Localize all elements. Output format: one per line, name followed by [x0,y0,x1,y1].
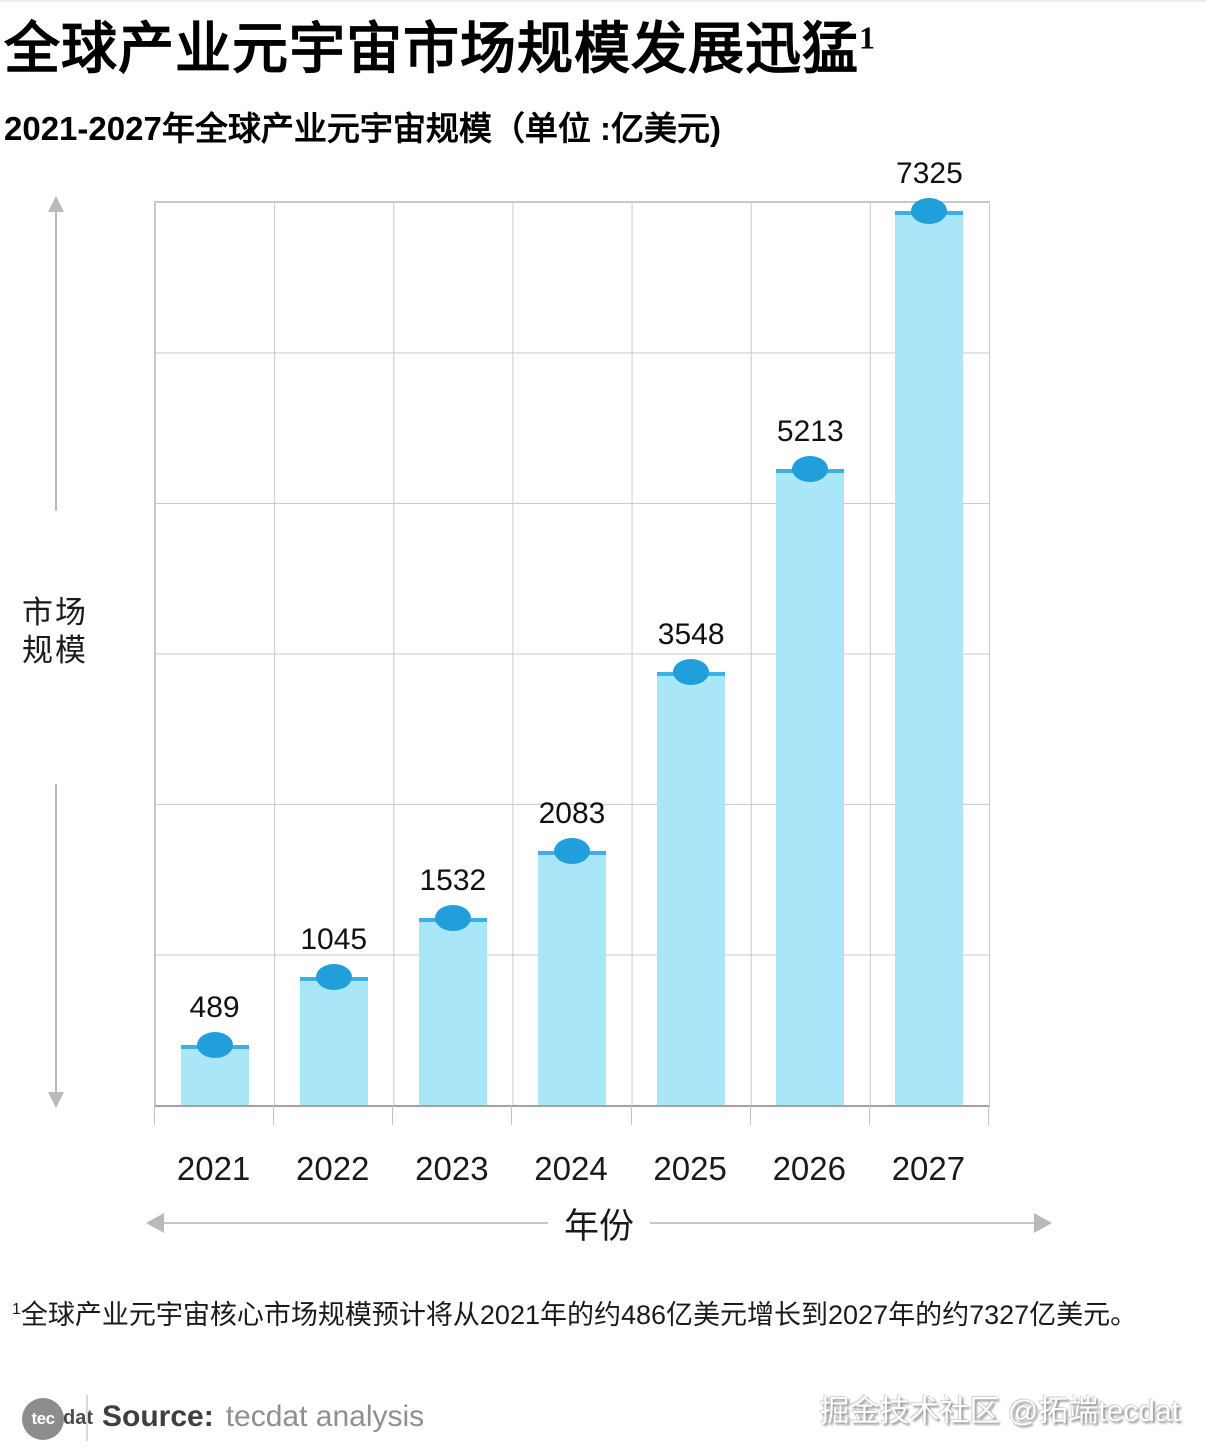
bar-marker-icon [554,838,590,864]
x-axis-arrow-line [650,1222,1035,1224]
y-axis-arrow-down-icon [48,1092,64,1108]
x-axis-label: 年份 [564,1206,635,1246]
bar-2024 [538,851,606,1105]
source-value: tecdat analysis [225,1400,425,1433]
x-axis-tick [392,1105,394,1125]
source-label: Source: [102,1400,214,1433]
x-tick-label-2023: 2023 [415,1150,489,1187]
x-axis-tick [511,1105,513,1125]
bar-2025 [657,672,726,1105]
bar-value-label: 5213 [776,415,844,448]
bar-marker-icon [196,1032,233,1058]
bar-value-label: 1532 [419,864,487,897]
bar-value-label: 2083 [538,797,606,830]
x-tick-label-2025: 2025 [653,1150,727,1187]
bar-value-label: 489 [189,991,240,1024]
bar-chart: 市场规模 489 1045 1532 2083 3548 5213 7325 2021 202… [0,2,1206,1282]
footnote: 1全球产业元宇宙核心市场规模预计将从2021年的约486亿美元增长到2027年的… [12,1293,1137,1332]
x-axis-tick [273,1105,275,1125]
bar-marker-icon [315,964,352,990]
tecdat-logo-circle: tec [22,1398,64,1440]
chart-subtitle: 2021-2027年全球产业元宇宙规模（单位 :亿美元) [4,110,721,147]
x-tick-label-2026: 2026 [772,1150,846,1187]
bar-2027 [895,211,964,1105]
tecdat-logo-dat: dat [63,1407,93,1429]
bar-value-label: 1045 [300,923,368,956]
bar-2026 [776,469,845,1105]
y-axis-line-upper [55,211,57,511]
x-axis-tick [630,1105,632,1125]
bar-marker-icon [673,659,710,685]
x-axis-arrow-left-icon [146,1213,164,1233]
x-tick-label-2022: 2022 [296,1150,370,1187]
bar-marker-icon [911,198,948,224]
page-title-text: 全球产业元宇宙市场规模发展迅猛 [4,19,859,81]
bar-marker-icon [434,905,471,931]
plot-area: 489 1045 1532 2083 3548 5213 7325 [154,157,990,1107]
x-tick-label-2021: 2021 [176,1150,251,1187]
y-axis-arrow-up-icon [48,196,64,212]
x-tick-label-2024: 2024 [534,1150,608,1187]
x-axis-tick [868,1105,870,1125]
x-axis-tick [749,1105,751,1125]
y-axis-line-lower [55,784,57,1092]
x-axis-arrow: 年份 [146,1194,1053,1252]
source-divider [86,1395,88,1441]
page-title: 全球产业元宇宙市场规模发展迅猛1 [4,4,876,85]
x-axis-tick [154,1105,155,1125]
y-axis-label: 市场规模 [22,595,88,668]
x-tick-label-2027: 2027 [891,1150,966,1187]
tecdat-logo: tec dat [22,1398,102,1440]
footnote-superscript: 1 [12,1301,21,1318]
bar-marker-icon [792,456,829,482]
bar-2023 [418,918,487,1105]
source-row: Source: tecdat analysis [102,1400,424,1434]
bar-value-label: 7325 [896,157,963,190]
footnote-text: 全球产业元宇宙核心市场规模预计将从2021年的约486亿美元增长到2027年的约… [20,1300,1138,1330]
x-axis-arrow-line [164,1222,548,1224]
x-axis-tick [988,1105,989,1125]
bar-value-label: 3548 [657,618,725,651]
watermark: 掘金技术社区 @拓端tecdat [819,1395,1180,1428]
title-superscript: 1 [859,19,876,56]
x-axis-arrow-right-icon [1034,1213,1053,1233]
bar-2022 [299,977,368,1105]
